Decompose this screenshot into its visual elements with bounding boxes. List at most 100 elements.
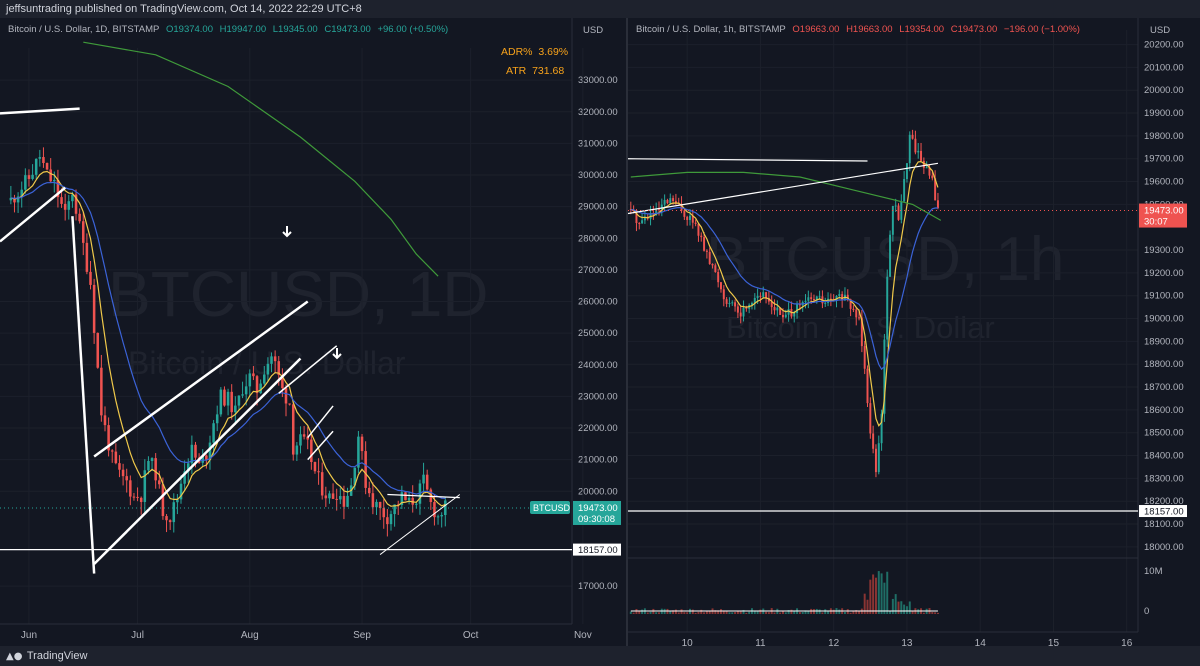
candle-body xyxy=(635,210,638,224)
candle-body xyxy=(252,373,255,377)
candle-body xyxy=(767,298,770,302)
volume-bar xyxy=(655,612,658,614)
candle-body xyxy=(367,487,371,494)
candle-body xyxy=(750,303,753,305)
candle-body xyxy=(78,213,81,222)
candle-body xyxy=(165,516,168,521)
candle-body xyxy=(869,403,872,434)
candle-body xyxy=(168,520,172,523)
candle-body xyxy=(852,308,855,310)
panel-divider[interactable] xyxy=(626,18,628,646)
candle-body xyxy=(784,314,787,318)
candle-body xyxy=(725,299,728,304)
candle-body xyxy=(81,221,85,243)
candle-body xyxy=(42,157,45,163)
y-tick-label: 19700.00 xyxy=(1144,154,1184,165)
candle-body xyxy=(103,415,107,426)
candle-body xyxy=(922,160,925,168)
hourly-close: C19473.00 xyxy=(950,24,998,35)
brand-text: TradingView xyxy=(26,650,88,662)
candle-body xyxy=(798,303,801,306)
y-tick-label: 25000.00 xyxy=(578,328,618,339)
y-tick-label: 26000.00 xyxy=(578,297,618,308)
y-tick-label: 17000.00 xyxy=(578,581,618,592)
y-tick-label: 22000.00 xyxy=(578,423,618,434)
volume-bar xyxy=(686,612,689,614)
candle-body xyxy=(223,389,226,406)
x-tick-label: Aug xyxy=(241,630,259,641)
candle-body xyxy=(288,403,291,405)
volume-bar xyxy=(827,611,830,614)
y-tick-label: 18000.00 xyxy=(1144,542,1184,553)
candle-body xyxy=(371,493,375,508)
volume-bar xyxy=(646,612,649,614)
volume-bar xyxy=(790,609,793,614)
candle-body xyxy=(208,442,212,460)
volume-bar xyxy=(734,612,737,614)
candle-body xyxy=(67,201,71,210)
daily-chart-panel[interactable]: BTCUSD, 1D Bitcoin / U.S. Dollar 33000.00 3… xyxy=(0,18,626,646)
hourly-open: O19663.00 xyxy=(792,24,840,35)
footer-bar: ▲● TradingView xyxy=(0,646,1200,666)
support-level-price: 18157.00 xyxy=(1144,507,1184,518)
candle-body xyxy=(928,167,931,176)
volume-bar xyxy=(697,611,700,614)
x-tick-label: 15 xyxy=(1048,638,1060,646)
ema-mid-line xyxy=(10,181,446,499)
y-tick-label: 18700.00 xyxy=(1144,382,1184,393)
candle-body xyxy=(708,251,711,265)
candle-body xyxy=(872,433,875,449)
candle-body xyxy=(858,317,861,319)
candle-body xyxy=(756,295,759,298)
volume-bar xyxy=(846,609,849,614)
candle-body xyxy=(793,313,796,317)
candle-body xyxy=(53,179,56,182)
volume-bar xyxy=(894,594,897,614)
candle-body xyxy=(71,194,74,202)
candle-body xyxy=(190,444,194,464)
hourly-change: −196.00 (−1.00%) xyxy=(1003,24,1080,35)
volume-bar xyxy=(767,612,770,614)
daily-high: H19947.00 xyxy=(219,24,267,35)
volume-bar xyxy=(931,612,934,614)
y-tick-label: 20100.00 xyxy=(1144,62,1184,73)
volume-bar xyxy=(891,598,894,614)
volume-bar xyxy=(908,601,911,614)
candle-body xyxy=(179,483,183,500)
support-level-tag xyxy=(573,543,621,556)
candle-body xyxy=(804,300,807,303)
volume-bar xyxy=(731,612,734,614)
candle-body xyxy=(295,445,299,455)
tradingview-brand[interactable]: ▲● TradingView xyxy=(6,649,87,664)
y-tick-label: 20000.00 xyxy=(578,486,618,497)
candle-body xyxy=(56,179,60,198)
ema-mid-line xyxy=(630,206,938,371)
y-tick-label: 33000.00 xyxy=(578,75,618,86)
hourly-chart-panel[interactable]: BTCUSD, 1h Bitcoin / U.S. Dollar 20200.00 2… xyxy=(628,18,1200,646)
candle-body xyxy=(925,167,928,169)
volume-bar xyxy=(838,609,841,614)
candle-body xyxy=(147,460,150,471)
volume-bar xyxy=(736,610,739,614)
volume-bar xyxy=(804,610,807,614)
candle-body xyxy=(132,496,136,498)
adr-label: ADR% xyxy=(501,46,533,58)
symbol-tag xyxy=(530,500,570,514)
candle-body xyxy=(45,162,49,170)
atr-indicator: ATR 731.68 xyxy=(506,65,564,77)
candle-body xyxy=(360,436,364,452)
ema-slow-line xyxy=(630,171,942,221)
daily-symbol: Bitcoin / U.S. Dollar, 1D, BITSTAMP xyxy=(8,24,160,35)
volume-bar xyxy=(832,609,835,614)
y-tick-label: 18600.00 xyxy=(1144,405,1184,416)
volume-bar xyxy=(843,611,846,614)
candle-body xyxy=(302,434,306,437)
y-tick-label: 18500.00 xyxy=(1144,428,1184,439)
volume-bar xyxy=(818,609,821,614)
volume-bar xyxy=(787,610,790,614)
y-tick-label: 20200.00 xyxy=(1144,40,1184,51)
volume-bar xyxy=(801,611,804,614)
candle-body xyxy=(194,444,197,458)
